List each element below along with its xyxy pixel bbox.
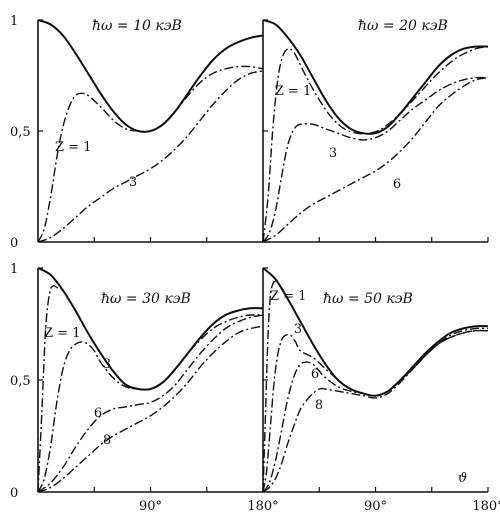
series-line-2 [262,280,489,493]
series-label: 3 [294,322,302,337]
panel-title: ħω = 20 кэВ [358,18,448,34]
series-line-2 [37,65,264,243]
panel-2: ħω = 20 кэВ Z = 1 3 6 [262,18,489,243]
y-tick-label: 0 [10,486,18,501]
panel-4: 90° 180° ϑ ħω = 50 кэВ Z = 1 3 6 8 [262,267,500,514]
series-line-2 [262,45,489,243]
y-tick-label: 1 [10,14,18,29]
series-label: Z = 1 [44,326,80,341]
y-tick-label: 0,5 [10,374,31,389]
series-label: 3 [129,175,137,190]
panel-3: 0 0,5 1 90° 180° ħω = 30 кэВ Z = 1 3 68 [10,262,279,514]
series-line-4 [37,314,264,493]
panel-title: ħω = 50 кэВ [323,291,413,307]
series-line-1 [262,19,489,135]
series-line-1 [37,19,264,133]
series-label: Z = 1 [55,140,91,155]
y-tick-label: 0 [10,236,18,251]
series-line-5 [37,325,264,493]
series-line-4 [262,329,489,493]
series-line-4 [262,77,489,243]
series-line-3 [262,76,489,243]
series-line-3 [37,314,264,493]
series-label: 6 [94,406,102,421]
series-label: 8 [103,433,111,448]
series-line-2 [37,284,264,493]
series-label: 3 [103,357,111,372]
x-tick-label: 90° [139,499,162,514]
series-line-3 [262,327,489,493]
series-line-5 [262,329,489,493]
panel-title: ħω = 30 кэВ [101,291,191,307]
x-tick-label: 90° [364,499,387,514]
x-axis-label: ϑ [458,471,467,486]
series-label: 3 [329,146,337,161]
panel-title: ħω = 10 кэВ [92,18,182,34]
y-tick-label: 0,5 [10,125,31,140]
series-label: 6 [393,177,401,192]
x-tick-label: 180° [472,499,500,514]
series-label: Z = 1 [270,289,306,304]
x-tick-label: 180° [247,499,278,514]
y-tick-label: 1 [10,262,18,277]
series-label: 8 [315,398,323,413]
series-label: Z = 1 [275,84,311,99]
panel-1: 0 0,5 1 ħω = 10 кэВ Z = 1 3 [10,14,264,251]
series-line-3 [37,70,264,243]
series-label: 6 [311,367,319,382]
